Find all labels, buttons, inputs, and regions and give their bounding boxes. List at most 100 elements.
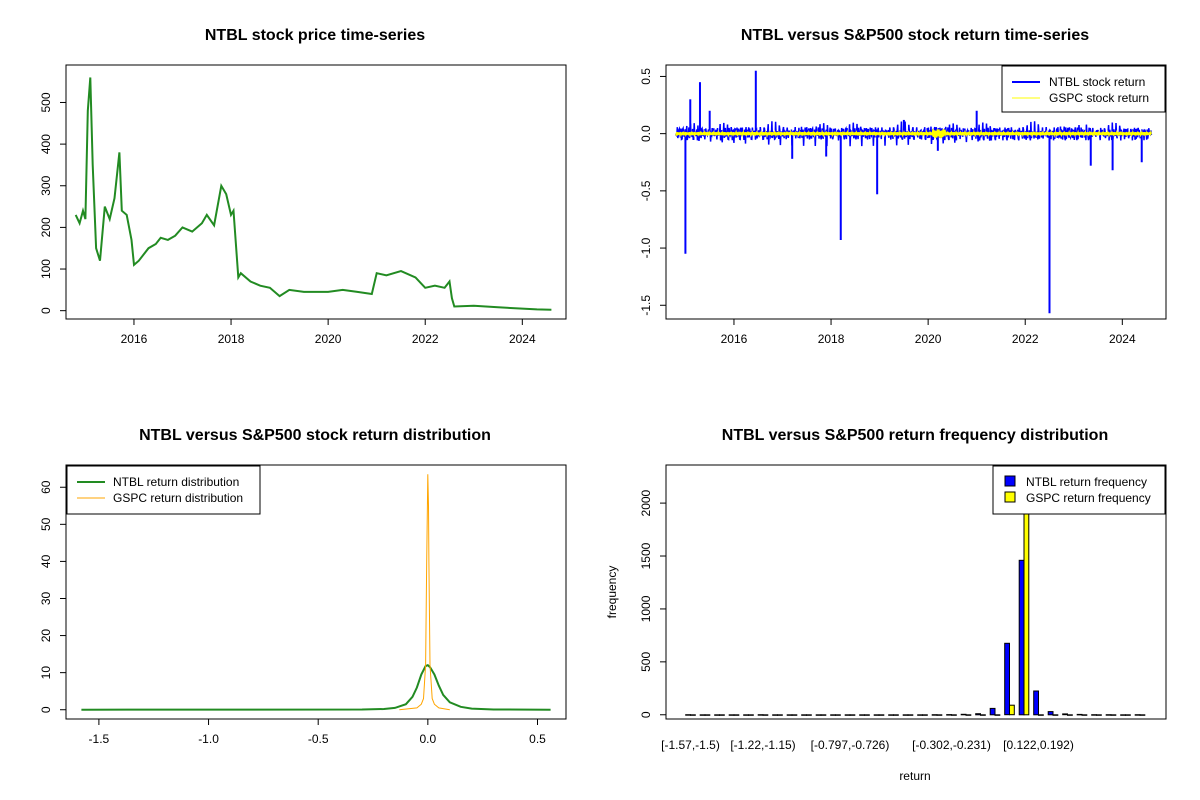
- ntbl-frequency-bar: [685, 714, 692, 716]
- gspc-frequency-bar: [1125, 714, 1131, 716]
- gspc-frequency-bar: [719, 714, 725, 716]
- frequency-x-tick-label: [-0.302,-0.231): [912, 738, 991, 752]
- return-y-tick-label: -0.5: [639, 180, 653, 201]
- frequency-chart-plot: [685, 465, 1146, 716]
- price-y-tick-label: 100: [39, 259, 53, 279]
- gspc-frequency-bar: [1096, 714, 1102, 716]
- density-y-tick-label: 60: [39, 480, 53, 494]
- density-y-tick-label: 40: [39, 554, 53, 568]
- price-chart-plot-box: [65, 64, 567, 320]
- gspc-frequency-bar: [980, 714, 986, 716]
- ntbl-frequency-bar: [801, 714, 808, 716]
- frequency-x-tick-label: [-1.22,-1.15): [730, 738, 795, 752]
- price-chart-plot: [74, 77, 552, 311]
- frequency-y-tick-label: 1500: [639, 542, 653, 569]
- ntbl-frequency-bar: [859, 714, 866, 716]
- gspc-frequency-bar: [936, 714, 943, 716]
- ntbl-frequency-bar: [1120, 714, 1126, 716]
- gspc-frequency-bar: [1038, 714, 1044, 716]
- frequency-chart-y-axis: 0 500 1000 1500 2000: [639, 489, 667, 718]
- return-x-tick-label: 2022: [1012, 332, 1039, 346]
- gspc-frequency-bar: [806, 714, 812, 716]
- price-chart-y-axis: 0 100 200 300 400 500: [39, 92, 67, 314]
- ntbl-frequency-bar: [728, 714, 735, 716]
- density-x-tick-label: 0.0: [419, 732, 436, 746]
- gspc-frequency-bar: [878, 714, 885, 716]
- ntbl-frequency-bar: [714, 714, 721, 716]
- gspc-frequency-bar: [893, 714, 899, 716]
- gspc-frequency-bar: [704, 714, 711, 716]
- frequency-chart-x-label: return: [899, 769, 930, 783]
- return-x-tick-label: 2024: [1109, 332, 1136, 346]
- gspc-frequency-bar: [864, 714, 870, 716]
- price-chart-title: NTBL stock price time-series: [205, 27, 425, 44]
- ntbl-frequency-bar: [1134, 714, 1141, 716]
- ntbl-frequency-bar: [946, 714, 953, 716]
- return-distribution-chart: NTBL versus S&P500 stock return distribu…: [39, 427, 567, 746]
- price-y-tick-label: 0: [39, 307, 53, 314]
- price-x-tick-label: 2016: [121, 332, 148, 346]
- ntbl-frequency-bar: [931, 714, 938, 716]
- density-y-tick-label: 0: [39, 706, 53, 713]
- return-distribution-legend-box: [66, 465, 261, 515]
- return-distribution-y-axis: 0 10 20 30 40 50 60: [39, 480, 67, 713]
- ntbl-density-line: [81, 664, 551, 711]
- frequency-chart-title: NTBL versus S&P500 return frequency dist…: [722, 427, 1108, 444]
- gspc-frequency-bar: [1081, 714, 1088, 716]
- return-distribution-legend: NTBL return distribution GSPC return dis…: [66, 465, 261, 515]
- gspc-return-line: [675, 129, 1153, 139]
- ntbl-frequency-bar: [917, 714, 924, 716]
- frequency-y-tick-label: 1000: [639, 595, 653, 622]
- gspc-frequency-bar: [951, 714, 957, 716]
- ntbl-frequency-bar: [989, 707, 996, 716]
- return-x-tick-label: 2020: [915, 332, 942, 346]
- ntbl-frequency-bar: [699, 714, 706, 716]
- density-x-tick-label: -1.5: [89, 732, 110, 746]
- price-line: [74, 77, 552, 311]
- frequency-x-tick-label: [-0.797,-0.726): [811, 738, 890, 752]
- return-x-tick-label: 2016: [721, 332, 748, 346]
- frequency-x-tick-label: [0.122,0.192): [1003, 738, 1074, 752]
- legend-label-ntbl-return: NTBL stock return: [1049, 75, 1145, 89]
- return-distribution-plot: [81, 474, 551, 711]
- frequency-chart-x-axis: [-1.57,-1.5) [-1.22,-1.15) [-0.797,-0.726)…: [661, 738, 1074, 752]
- price-x-tick-label: 2022: [412, 332, 439, 346]
- ntbl-frequency-bar: [772, 714, 779, 716]
- gspc-frequency-bar: [1067, 714, 1073, 716]
- ntbl-frequency-bar: [815, 714, 822, 716]
- return-distribution-title: NTBL versus S&P500 stock return distribu…: [139, 427, 491, 444]
- ntbl-frequency-bar: [830, 714, 837, 716]
- gspc-frequency-bar: [922, 714, 928, 716]
- frequency-y-tick-label: 0: [639, 711, 653, 718]
- gspc-frequency-bar: [820, 714, 827, 716]
- gspc-frequency-bar: [733, 714, 740, 716]
- gspc-frequency-bar: [1139, 714, 1146, 716]
- gspc-frequency-bar: [690, 714, 696, 716]
- gspc-density-line: [399, 474, 450, 711]
- gspc-frequency-bar: [1110, 714, 1117, 716]
- legend-label-gspc-return: GSPC stock return: [1049, 91, 1149, 105]
- return-distribution-x-axis: -1.5 -1.0 -0.5 0.0 0.5: [89, 718, 546, 746]
- price-x-tick-label: 2020: [315, 332, 342, 346]
- gspc-frequency-bar: [748, 714, 754, 716]
- legend-label-ntbl-frequency: NTBL return frequency: [1026, 475, 1147, 489]
- ntbl-frequency-bar: [960, 713, 967, 716]
- ntbl-frequency-bar: [1105, 714, 1112, 716]
- frequency-x-tick-label: [-1.57,-1.5): [661, 738, 720, 752]
- ntbl-frequency-bar: [975, 713, 982, 716]
- frequency-chart: NTBL versus S&P500 return frequency dist…: [605, 427, 1167, 783]
- return-timeseries-y-axis: 0.5 0.0 -0.5 -1.0 -1.5: [639, 68, 667, 316]
- gspc-frequency-bar: [1052, 714, 1059, 716]
- gspc-frequency-bar: [835, 714, 841, 716]
- density-x-tick-label: -1.0: [198, 732, 219, 746]
- frequency-chart-legend: NTBL return frequency GSPC return freque…: [992, 465, 1166, 515]
- ntbl-frequency-bar: [1047, 711, 1054, 716]
- density-y-tick-label: 50: [39, 517, 53, 531]
- return-timeseries-plot: [674, 70, 1153, 314]
- gspc-frequency-bar: [791, 714, 798, 716]
- ntbl-frequency-bar: [1062, 713, 1068, 716]
- ntbl-frequency-bar: [743, 714, 750, 716]
- ntbl-frequency-bar: [1076, 713, 1083, 716]
- price-chart: NTBL stock price time-series 2016 2018 202…: [39, 27, 567, 346]
- legend-label-gspc-frequency: GSPC return frequency: [1026, 491, 1151, 505]
